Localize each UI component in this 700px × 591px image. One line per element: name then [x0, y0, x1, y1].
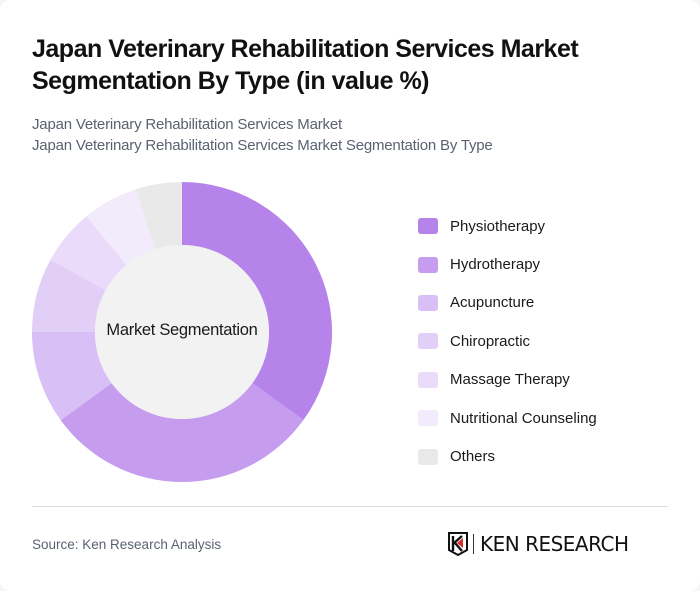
legend-item-physiotherapy: Physiotherapy — [418, 207, 597, 245]
donut-slice-hydrotherapy — [60, 383, 304, 482]
donut-slice-massage-therapy — [50, 216, 127, 291]
source-note: Source: Ken Research Analysis — [32, 537, 222, 552]
legend-swatch — [418, 371, 438, 388]
donut-slice-nutritional-counseling — [86, 189, 156, 265]
legend-label: Nutritional Counseling — [450, 409, 597, 427]
legend-item-others: Others — [418, 437, 597, 475]
legend-item-chiropractic: Chiropractic — [418, 322, 597, 360]
chart-legend: Physiotherapy Hydrotherapy Acupuncture Chir… — [418, 207, 597, 476]
donut-center-label: Market Segmentation — [106, 321, 258, 339]
donut-slice-others — [135, 182, 182, 250]
legend-swatch — [418, 410, 438, 427]
legend-item-hydrotherapy: Hydrotherapy — [418, 245, 597, 283]
legend-label: Chiropractic — [450, 332, 531, 350]
ken-research-logo: KEN RESEARCH — [448, 532, 629, 556]
subtitle-line-2: Japan Veterinary Rehabilitation Services… — [32, 137, 493, 154]
legend-item-massage-therapy: Massage Therapy — [418, 361, 597, 399]
chart-title: Japan Veterinary Rehabilitation Services… — [32, 35, 579, 95]
legend-swatch — [418, 256, 438, 273]
footer-divider — [32, 506, 668, 507]
chart-subtitle: Japan Veterinary Rehabilitation Services… — [32, 114, 493, 156]
ken-logo-shield-icon — [448, 532, 468, 556]
legend-swatch — [418, 448, 438, 465]
legend-label: Others — [450, 448, 496, 466]
donut-hole — [95, 245, 269, 419]
subtitle-line-1: Japan Veterinary Rehabilitation Services… — [32, 116, 342, 133]
donut-slice-acupuncture — [32, 332, 112, 421]
legend-label: Massage Therapy — [450, 371, 570, 389]
legend-label: Hydrotherapy — [450, 256, 541, 274]
logo-text: KEN RESEARCH — [480, 532, 629, 556]
legend-item-acupuncture: Acupuncture — [418, 284, 597, 322]
logo-separator — [473, 534, 474, 554]
donut-chart — [32, 182, 332, 482]
legend-swatch — [418, 333, 438, 350]
legend-label: Acupuncture — [450, 294, 535, 312]
legend-swatch — [418, 218, 438, 235]
donut-slice-chiropractic — [32, 259, 106, 332]
legend-swatch — [418, 294, 438, 311]
donut-slice-physiotherapy — [182, 182, 332, 421]
legend-label: Physiotherapy — [450, 217, 546, 235]
legend-item-nutritional-counseling: Nutritional Counseling — [418, 399, 597, 437]
